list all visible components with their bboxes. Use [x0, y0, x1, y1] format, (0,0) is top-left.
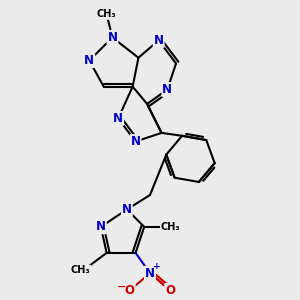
Text: N: N	[113, 112, 123, 125]
Text: CH₃: CH₃	[97, 9, 116, 19]
Text: N: N	[162, 83, 172, 96]
Text: N: N	[130, 135, 140, 148]
Text: CH₃: CH₃	[71, 265, 90, 275]
Text: −: −	[117, 282, 126, 292]
Text: N: N	[154, 34, 164, 47]
Text: N: N	[107, 31, 117, 44]
Text: +: +	[152, 262, 160, 271]
Text: CH₃: CH₃	[160, 222, 180, 232]
Text: O: O	[165, 284, 175, 297]
Text: N: N	[145, 267, 155, 280]
Text: N: N	[122, 203, 132, 216]
Text: N: N	[96, 220, 106, 233]
Text: N: N	[84, 54, 94, 67]
Text: O: O	[125, 284, 135, 297]
